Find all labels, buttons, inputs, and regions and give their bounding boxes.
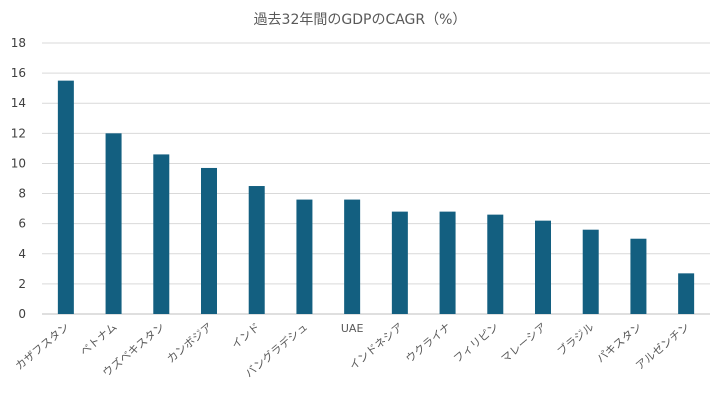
bar bbox=[57, 80, 74, 314]
y-tick-label: 10 bbox=[11, 156, 26, 170]
bar bbox=[439, 211, 456, 314]
x-tick-label: カンボジア bbox=[164, 320, 214, 365]
bar bbox=[678, 273, 695, 314]
bar bbox=[582, 229, 599, 314]
bar bbox=[248, 186, 265, 314]
bar bbox=[153, 154, 170, 314]
gridlines bbox=[42, 42, 710, 315]
x-tick-label: ベトナム bbox=[78, 320, 120, 358]
y-tick-label: 16 bbox=[11, 66, 26, 80]
x-tick-label: ブラジル bbox=[554, 320, 597, 359]
bar bbox=[201, 167, 217, 314]
y-tick-label: 6 bbox=[18, 217, 26, 231]
bar bbox=[535, 220, 551, 314]
bar bbox=[630, 238, 647, 314]
y-axis-ticks: 0 2 4 6 8 10 12 14 16 18 bbox=[11, 36, 26, 321]
y-tick-label: 4 bbox=[18, 247, 26, 261]
y-tick-label: 2 bbox=[18, 277, 26, 291]
y-tick-label: 18 bbox=[11, 36, 26, 50]
bar bbox=[344, 199, 361, 314]
y-tick-label: 14 bbox=[11, 96, 26, 110]
bar bbox=[487, 214, 504, 314]
x-tick-label: フィリピン bbox=[451, 320, 501, 365]
bar bbox=[296, 199, 313, 314]
x-tick-label: カザフスタン bbox=[13, 320, 72, 372]
y-tick-label: 0 bbox=[18, 307, 26, 321]
bar bbox=[105, 133, 122, 314]
y-tick-label: 8 bbox=[18, 187, 26, 201]
x-tick-label: インド bbox=[229, 320, 263, 351]
x-tick-label: ウクライナ bbox=[403, 320, 453, 365]
bar bbox=[391, 211, 408, 314]
y-tick-label: 12 bbox=[11, 126, 26, 140]
chart-title: 過去32年間のGDPのCAGR（%） bbox=[253, 12, 467, 28]
x-tick-label: UAE bbox=[341, 322, 364, 335]
x-tick-label: マレーシア bbox=[499, 320, 549, 365]
bars bbox=[57, 80, 695, 314]
